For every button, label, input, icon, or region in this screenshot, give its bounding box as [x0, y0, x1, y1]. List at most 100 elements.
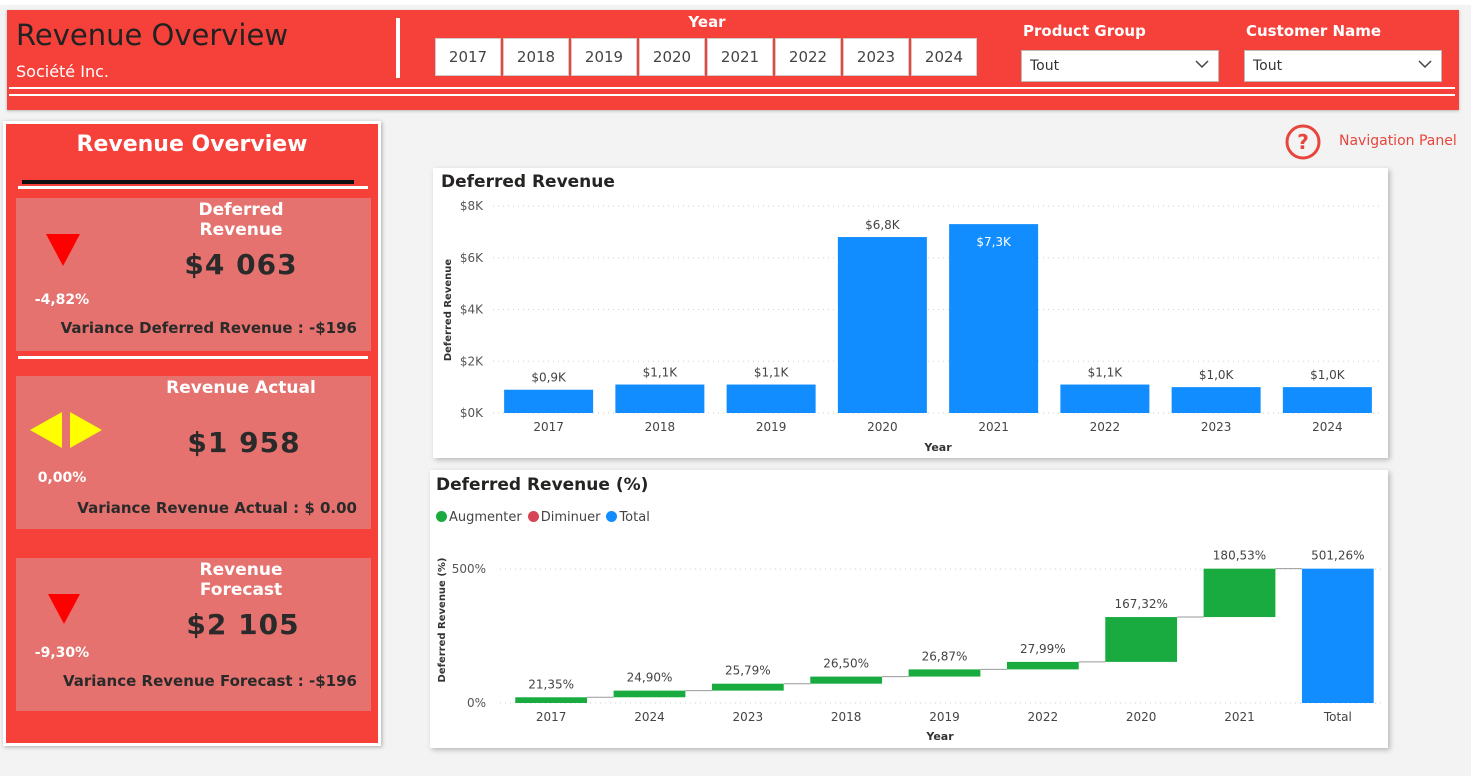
year-button-2021[interactable]: 2021	[707, 38, 773, 76]
kpi-value: $4 063	[184, 248, 298, 281]
year-button-2018[interactable]: 2018	[503, 38, 569, 76]
chart-legend: Augmenter Diminuer Total	[436, 510, 650, 525]
header-line-bottom	[9, 94, 1455, 96]
product-group-dropdown[interactable]: Tout	[1021, 50, 1219, 82]
y-axis-label: Deferred Revenue (%)	[437, 558, 448, 683]
kpi-variance: Variance Revenue Forecast : -$196	[62, 672, 357, 690]
kpi-card-deferred-revenue[interactable]: Deferred Revenue -4,82% $4 063 Variance …	[16, 198, 371, 351]
waterfall-bar	[711, 683, 784, 691]
data-label: 180,53%	[1213, 549, 1266, 563]
customer-name-dropdown[interactable]: Tout	[1244, 50, 1442, 82]
legend-item-total[interactable]: Total	[606, 510, 650, 525]
x-tick-label: 2024	[1312, 420, 1343, 434]
x-tick-label: 2017	[536, 710, 567, 724]
waterfall-bar	[1105, 617, 1178, 662]
legend-item-increase[interactable]: Augmenter	[436, 510, 522, 525]
x-tick-label: 2019	[756, 420, 787, 434]
x-axis-label: Year	[925, 730, 954, 743]
legend-item-decrease[interactable]: Diminuer	[527, 510, 601, 525]
x-axis-label: Year	[923, 441, 952, 454]
svg-text:?: ?	[1297, 130, 1309, 154]
y-tick-label: 0%	[467, 696, 486, 710]
waterfall-bar	[613, 690, 686, 698]
navigation-panel-link[interactable]: Navigation Panel	[1339, 133, 1457, 149]
page-title: Revenue Overview	[16, 18, 289, 52]
x-tick-label: 2018	[645, 420, 676, 434]
kpi-percent: -9,30%	[34, 645, 90, 661]
y-tick-label: $4K	[460, 303, 484, 317]
header-bar: Revenue Overview Société Inc. Year 2017 …	[7, 10, 1459, 110]
waterfall-bar	[1203, 568, 1276, 618]
x-tick-label: 2022	[1028, 710, 1059, 724]
help-icon[interactable]: ?	[1285, 124, 1321, 160]
panel-divider	[18, 186, 368, 189]
data-label: $1,0K	[1310, 368, 1346, 382]
y-tick-label: $0K	[460, 406, 484, 420]
legend-dot	[606, 511, 618, 522]
data-label: 26,87%	[922, 649, 968, 663]
data-label: 26,50%	[823, 657, 869, 671]
x-tick-label: 2017	[533, 420, 564, 434]
year-button-2022[interactable]: 2022	[775, 38, 841, 76]
year-button-2024[interactable]: 2024	[911, 38, 977, 76]
data-label: 21,35%	[528, 677, 574, 691]
data-label: $0,9K	[531, 371, 567, 385]
header-line-top	[9, 87, 1455, 89]
legend-dot	[527, 511, 539, 522]
data-label: 25,79%	[725, 664, 771, 678]
kpi-panel: Revenue Overview Deferred Revenue -4,82%…	[3, 121, 381, 746]
kpi-card-revenue-actual[interactable]: Revenue Actual 0,00% $1 958 Variance Rev…	[16, 376, 371, 529]
data-label: 27,99%	[1020, 642, 1066, 656]
y-tick-label: $2K	[460, 354, 484, 368]
data-label: $1,1K	[643, 366, 679, 380]
deferred-revenue-pct-chart[interactable]: Deferred Revenue (%) Augmenter Diminuer …	[430, 470, 1388, 748]
bar	[1282, 387, 1372, 413]
chevron-down-icon	[1417, 56, 1433, 76]
y-tick-label: $8K	[460, 199, 484, 213]
waterfall-bar	[515, 697, 588, 703]
data-label: $6,8K	[865, 218, 901, 232]
y-axis-label: Deferred Revenue	[443, 259, 454, 362]
kpi-variance: Variance Deferred Revenue : -$196	[60, 319, 357, 337]
legend-label: Total	[619, 510, 650, 525]
x-tick-label: 2023	[733, 710, 764, 724]
kpi-value: $1 958	[187, 426, 301, 459]
data-label: $7,3K	[976, 235, 1012, 249]
waterfall-bar	[1301, 568, 1374, 703]
chevron-down-icon	[1194, 56, 1210, 76]
x-tick-label: 2021	[978, 420, 1009, 434]
down-arrow-icon	[48, 594, 80, 624]
year-slicer: 2017 2018 2019 2020 2021 2022 2023 2024	[435, 38, 977, 76]
kpi-title: Deferred Revenue	[198, 200, 284, 240]
data-label: 167,32%	[1114, 597, 1167, 611]
x-tick-label: 2021	[1224, 710, 1255, 724]
bar	[615, 384, 705, 413]
header-divider	[396, 18, 400, 78]
data-label: $1,1K	[1088, 366, 1124, 380]
kpi-percent: 0,00%	[37, 470, 87, 486]
panel-divider-dark	[22, 180, 354, 184]
kpi-card-revenue-forecast[interactable]: Revenue Forecast -9,30% $2 105 Variance …	[16, 558, 371, 711]
customer-name-label: Customer Name	[1246, 22, 1381, 40]
year-button-2019[interactable]: 2019	[571, 38, 637, 76]
year-button-2017[interactable]: 2017	[435, 38, 501, 76]
chart-title: Deferred Revenue	[441, 172, 615, 192]
company-name: Société Inc.	[16, 62, 109, 81]
deferred-revenue-waterfall-svg: 0% 500% 21,35% 2017 24,90% 2024 25,79% 2023 26,5…	[437, 549, 1385, 743]
panel-divider	[18, 356, 368, 359]
bar	[1171, 387, 1261, 413]
x-tick-label: 2020	[1126, 710, 1157, 724]
kpi-title: Revenue Forecast	[199, 560, 283, 600]
legend-label: Diminuer	[540, 510, 601, 525]
bar	[837, 237, 927, 413]
deferred-revenue-chart[interactable]: Deferred Revenue $0K $2K $4K $6K $8K $0,9K 201…	[433, 168, 1388, 458]
kpi-title: Revenue Actual	[166, 378, 316, 398]
year-button-2023[interactable]: 2023	[843, 38, 909, 76]
panel-title: Revenue Overview	[76, 132, 308, 157]
legend-label: Augmenter	[449, 510, 522, 525]
x-tick-label: 2019	[929, 710, 960, 724]
chart-title: Deferred Revenue (%)	[436, 475, 649, 495]
x-tick-label: 2018	[831, 710, 862, 724]
year-button-2020[interactable]: 2020	[639, 38, 705, 76]
product-group-value: Tout	[1030, 58, 1060, 74]
